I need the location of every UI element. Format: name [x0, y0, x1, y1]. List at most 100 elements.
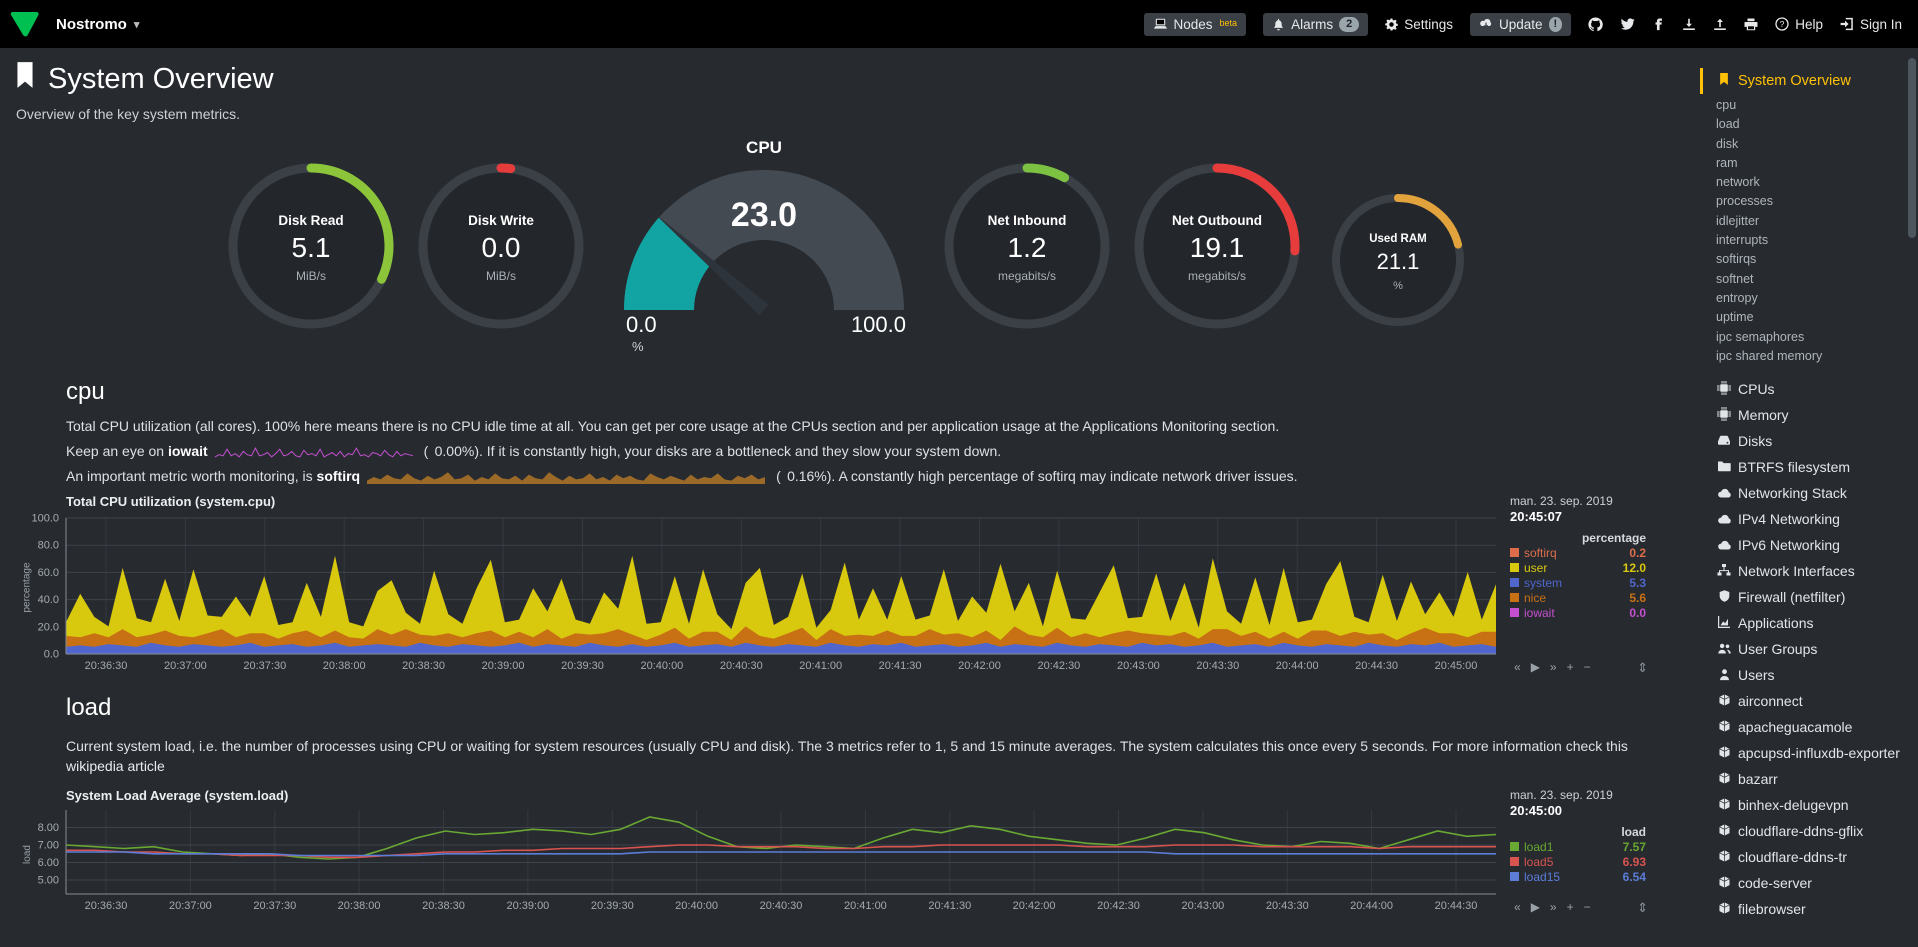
legend-row-user[interactable]: user 12.0	[1510, 560, 1646, 575]
sidebar-item-cloudflare-ddns-gflix[interactable]: cloudflare-ddns-gflix	[1714, 818, 1912, 844]
zoom-out-button[interactable]: −	[1583, 660, 1591, 674]
sidebar-item-airconnect[interactable]: airconnect	[1714, 688, 1912, 714]
legend-row-softirq[interactable]: softirq 0.2	[1510, 545, 1646, 560]
sidebar-item-users[interactable]: Users	[1714, 662, 1912, 688]
sidebar-subitem-uptime[interactable]: uptime	[1716, 310, 1754, 325]
sidebar-item-applications[interactable]: Applications	[1714, 610, 1912, 636]
signin-button[interactable]: Sign In	[1840, 17, 1902, 32]
sidebar-subitem-cpu[interactable]: cpu	[1716, 98, 1737, 112]
svg-text:20:38:30: 20:38:30	[422, 900, 465, 912]
zoom-out-button[interactable]: −	[1583, 900, 1591, 914]
sidebar-subitem-network[interactable]: network	[1716, 175, 1760, 190]
pan-backward-button[interactable]: «	[1514, 660, 1521, 674]
sidebar-subitem-softirqs[interactable]: softirqs	[1716, 252, 1757, 267]
sidebar-subitem-idlejitter[interactable]: idlejitter	[1716, 213, 1760, 228]
sidebar-item-system-overview[interactable]: System Overview	[1700, 68, 1912, 94]
svg-text:20:41:00: 20:41:00	[799, 660, 842, 672]
nodes-button[interactable]: Nodes beta	[1143, 12, 1247, 36]
sidebar-item-ipv6-networking[interactable]: IPv6 Networking	[1714, 532, 1912, 558]
pan-forward-button[interactable]: »	[1549, 900, 1557, 914]
sidebar-item-networking-stack[interactable]: Networking Stack	[1714, 480, 1912, 506]
sidebar-item-disks[interactable]: Disks	[1714, 428, 1912, 454]
settings-button[interactable]: Settings	[1385, 17, 1453, 32]
svg-text:20:43:30: 20:43:30	[1196, 660, 1239, 672]
easypiechart-used-ram[interactable]: Used RAM 21.1%	[1312, 157, 1484, 367]
sidebar-subitem-processes[interactable]: processes	[1716, 194, 1773, 209]
easypiechart-net-inbound[interactable]: Net Inbound 1.2 megabits/s	[932, 143, 1122, 353]
netdata-logo-icon[interactable]	[8, 8, 42, 40]
sidebar-subitem-ipc-semaphores[interactable]: ipc semaphores	[1716, 329, 1805, 344]
sidebar-subitem-ram[interactable]: ram	[1716, 155, 1738, 170]
print-button[interactable]	[1744, 18, 1758, 31]
load-chart-plot[interactable]: 20:36:30 20:37:00 20:37:30 20:38:00 20:38:30…	[10, 806, 1500, 916]
github-icon	[1588, 17, 1603, 32]
easypiechart-disk-read[interactable]: Disk Read 5.1 MiB/s	[216, 143, 406, 353]
zoom-in-button[interactable]: +	[1566, 660, 1574, 674]
bookmark-icon	[14, 60, 36, 98]
hostname-dropdown[interactable]: Nostromo ▾	[56, 16, 139, 33]
section-heading-load[interactable]: load	[66, 694, 112, 721]
legend-row-load15[interactable]: load15 6.54	[1510, 869, 1646, 884]
section-heading-cpu[interactable]: cpu	[66, 378, 105, 405]
svg-text:20:42:30: 20:42:30	[1097, 900, 1140, 912]
sidebar-item-memory[interactable]: Memory	[1714, 402, 1912, 428]
zoom-in-button[interactable]: +	[1566, 900, 1574, 914]
cube-icon	[1714, 714, 1734, 740]
facebook-link[interactable]	[1652, 17, 1665, 31]
window-scrollbar-thumb[interactable]	[1908, 58, 1916, 238]
sidebar-item-btrfs-filesystem[interactable]: BTRFS filesystem	[1714, 454, 1912, 480]
iowait-sparkline[interactable]	[214, 443, 414, 459]
softirq-sparkline[interactable]	[366, 468, 766, 485]
gauge-value: 5.1	[291, 232, 331, 263]
svg-text:20:43:00: 20:43:00	[1181, 900, 1224, 912]
sidebar-subitem-load[interactable]: load	[1716, 117, 1740, 132]
beta-badge: beta	[1219, 17, 1238, 28]
pan-forward-button[interactable]: »	[1549, 660, 1557, 674]
sidebar-item-code-server[interactable]: code-server	[1714, 870, 1912, 896]
import-button[interactable]	[1682, 18, 1696, 31]
chart-time: 20:45:07	[1510, 509, 1563, 524]
legend-row-load1[interactable]: load1 7.57	[1510, 839, 1646, 854]
sidebar-item-network-interfaces[interactable]: Network Interfaces	[1714, 558, 1912, 584]
chart-resize-handle[interactable]: ⇕	[1637, 900, 1648, 915]
gauge-units: %	[1393, 279, 1403, 292]
gauge-units: MiB/s	[296, 269, 326, 283]
play-button[interactable]: ▶	[1530, 900, 1540, 914]
play-button[interactable]: ▶	[1530, 660, 1540, 674]
help-button[interactable]: ? Help	[1775, 17, 1823, 32]
sidebar-item-firewall-netfilter[interactable]: Firewall (netfilter)	[1714, 584, 1912, 610]
pan-backward-button[interactable]: «	[1514, 900, 1521, 914]
sidebar-item-apacheguacamole[interactable]: apacheguacamole	[1714, 714, 1912, 740]
svg-text:20:40:30: 20:40:30	[760, 900, 803, 912]
alarms-button[interactable]: Alarms 2	[1263, 12, 1369, 36]
sidebar-item-filebrowser[interactable]: filebrowser	[1714, 896, 1912, 922]
sidebar-subitem-interrupts[interactable]: interrupts	[1716, 233, 1769, 248]
chart-toolbox: « ▶ » + −	[1510, 900, 1646, 916]
sidebar-subitem-entropy[interactable]: entropy	[1716, 290, 1758, 305]
wikipedia-link[interactable]: wikipedia article	[66, 758, 165, 774]
legend-row-system[interactable]: system 5.3	[1510, 575, 1646, 590]
chart-resize-handle[interactable]: ⇕	[1637, 660, 1648, 675]
easypiechart-net-outbound[interactable]: Net Outbound 19.1 megabits/s	[1122, 143, 1312, 353]
github-link[interactable]	[1588, 17, 1603, 32]
gauge-title: Disk Write	[468, 213, 534, 228]
sidebar-item-apcupsd-influxdb-exporter[interactable]: apcupsd-influxdb-exporter	[1714, 740, 1912, 766]
sidebar-item-cloudflare-ddns-tr[interactable]: cloudflare-ddns-tr	[1714, 844, 1912, 870]
sidebar-item-binhex-delugevpn[interactable]: binhex-delugevpn	[1714, 792, 1912, 818]
sidebar-subitem-disk[interactable]: disk	[1716, 136, 1739, 151]
sidebar-item-bazarr[interactable]: bazarr	[1714, 766, 1912, 792]
legend-row-iowait[interactable]: iowait 0.0	[1510, 605, 1646, 620]
easypiechart-disk-write[interactable]: Disk Write 0.0 MiB/s	[406, 143, 596, 353]
sidebar-item-cpus[interactable]: CPUs	[1714, 376, 1912, 402]
legend-row-nice[interactable]: nice 5.6	[1510, 590, 1646, 605]
sidebar-subitem-softnet[interactable]: softnet	[1716, 271, 1754, 286]
sidebar-subitem-ipc-shared-memory[interactable]: ipc shared memory	[1716, 348, 1823, 363]
legend-row-load5[interactable]: load5 6.93	[1510, 854, 1646, 869]
cpu-chart-plot[interactable]: 20:36:30 20:37:00 20:37:30 20:38:00 20:38:30…	[10, 512, 1500, 676]
update-button[interactable]: Update !	[1469, 12, 1572, 36]
sidebar-item-ipv4-networking[interactable]: IPv4 Networking	[1714, 506, 1912, 532]
export-button[interactable]	[1713, 18, 1727, 31]
gauge-cpu[interactable]: CPU 23.0 0.0 100.0%	[596, 136, 932, 360]
sidebar-item-user-groups[interactable]: User Groups	[1714, 636, 1912, 662]
twitter-link[interactable]	[1620, 17, 1635, 31]
